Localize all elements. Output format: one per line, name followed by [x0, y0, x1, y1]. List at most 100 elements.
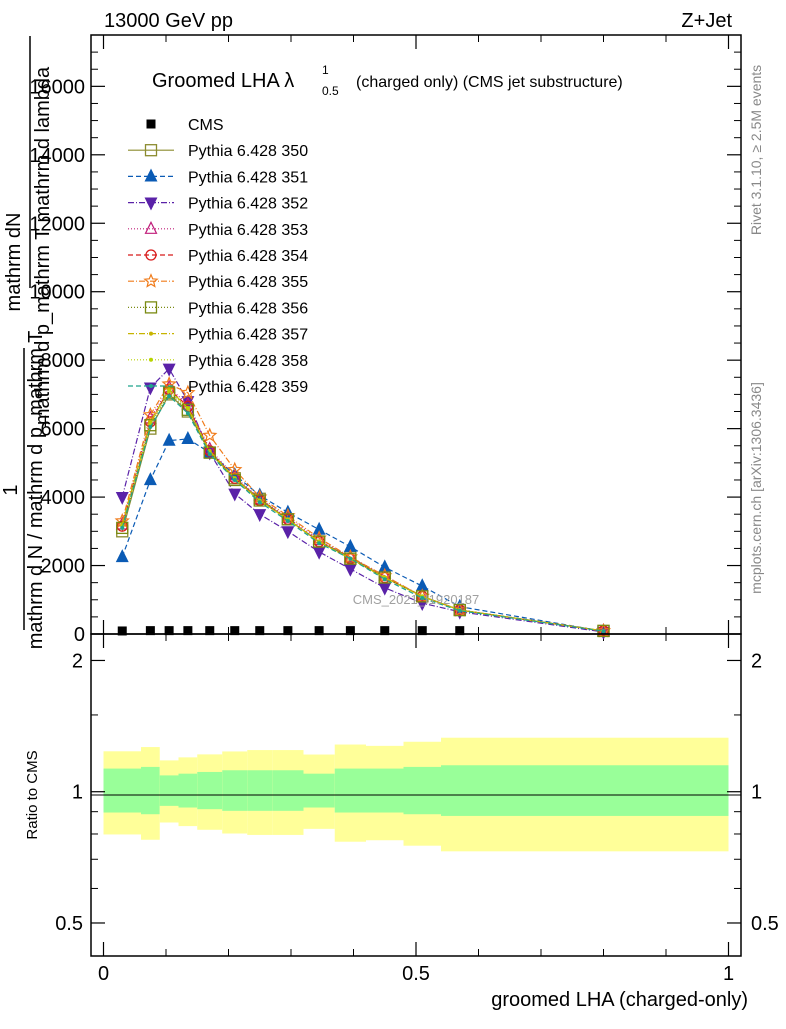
- series-point: [281, 526, 295, 540]
- series-point: [601, 629, 606, 634]
- legend-label: Pythia 6.428 354: [188, 248, 308, 265]
- series-line: [121, 395, 604, 632]
- ratio-band-inner-bin: [403, 766, 441, 815]
- cms-data-point: [117, 626, 127, 636]
- legend-label: Pythia 6.428 355: [188, 274, 308, 291]
- ratio-band-inner-bin: [441, 765, 479, 816]
- x-tick-label: 0: [98, 963, 109, 985]
- series-point: [115, 549, 129, 563]
- cms-data-point: [145, 626, 155, 636]
- y-tick-label: 0: [74, 624, 85, 646]
- title-subscript: 0.5: [322, 84, 339, 98]
- cms-data-points: [117, 626, 465, 636]
- cms-data-point: [164, 626, 174, 636]
- legend: CMS Pythia 6.428 350 Pythia 6.428 351 Pythi…: [128, 117, 308, 396]
- x-tick-label: 1: [723, 963, 734, 985]
- mc-curves: [114, 363, 612, 640]
- series-point: [148, 424, 153, 429]
- cms-data-point: [314, 626, 324, 636]
- series-point: [253, 494, 266, 507]
- legend-marker: [144, 301, 158, 314]
- y-tick-label: 6000: [41, 419, 86, 441]
- cms-data-point: [417, 626, 427, 636]
- series-point: [207, 452, 212, 457]
- series-point: [281, 513, 295, 526]
- ratio-tick-label: 1: [72, 782, 83, 804]
- series-point: [457, 608, 462, 613]
- series-point: [317, 541, 322, 546]
- ratio-band-inner-bin: [159, 775, 179, 806]
- ylabel-line3: mathrm d N / mathrm d p_mathrm T: [25, 331, 47, 650]
- series-point: [162, 363, 176, 377]
- ratio-band-inner-bin: [141, 766, 160, 815]
- ratio-band-inner-bin: [272, 770, 304, 811]
- ratio-band-inner-bin: [222, 770, 248, 811]
- cms-data-point: [205, 626, 215, 636]
- legend-marker: [143, 273, 159, 288]
- series-point: [232, 477, 237, 482]
- mcplots-label: mcplots.cern.ch [arXiv:1306.3436]: [748, 382, 764, 594]
- ratio-band-inner-bin: [334, 768, 366, 813]
- series-point: [348, 556, 353, 561]
- ratio-band-inner-bin: [303, 773, 335, 808]
- x-tick-label: 0.5: [402, 963, 430, 985]
- series-point: [120, 525, 125, 530]
- legend-marker: [144, 220, 158, 234]
- cms-data-point: [230, 626, 240, 636]
- series-point: [162, 386, 176, 399]
- ratio-tick-label: 0.5: [55, 913, 83, 935]
- series-point: [144, 419, 157, 432]
- series-point: [382, 577, 387, 582]
- ylabel-one: 1: [0, 484, 22, 495]
- legend-label: Pythia 6.428 359: [188, 379, 308, 396]
- legend-marker: [144, 168, 158, 182]
- legend-label: Pythia 6.428 350: [188, 143, 308, 160]
- legend-label: CMS: [188, 117, 224, 134]
- analysis-watermark: CMS_2021_I1920187: [353, 592, 480, 607]
- series-point: [597, 624, 610, 638]
- header-energy: 13000 GeV pp: [104, 10, 233, 32]
- title-main: Groomed LHA λ: [152, 70, 294, 92]
- ratio-tick-label-right: 1: [751, 782, 762, 804]
- ratio-band-inner-bin: [247, 770, 273, 811]
- series-point: [167, 388, 172, 393]
- legend-label: Pythia 6.428 352: [188, 196, 308, 213]
- legend-marker: [144, 144, 158, 157]
- rivet-label: Rivet 3.1.10, ≥ 2.5M events: [748, 65, 764, 235]
- ratio-tick-label: 2: [72, 650, 83, 672]
- chart-title: Groomed LHA λ 1 0.5 (charged only) (CMS …: [152, 63, 623, 98]
- cms-data-point: [183, 626, 193, 636]
- series-point: [185, 406, 190, 411]
- series-point: [228, 488, 242, 502]
- series-point: [285, 519, 290, 524]
- ratio-tick-label-right: 0.5: [751, 913, 779, 935]
- legend-label: Pythia 6.428 353: [188, 222, 308, 239]
- series-point: [453, 603, 466, 617]
- series-point: [416, 590, 429, 603]
- y-tick-label: 14000: [29, 145, 85, 167]
- series-point: [420, 596, 425, 601]
- title-superscript: 1: [322, 63, 329, 77]
- series-point: [181, 403, 195, 416]
- series-point: [227, 461, 243, 477]
- series-point: [167, 394, 172, 399]
- legend-marker: [149, 331, 153, 336]
- series-line: [121, 367, 604, 633]
- y-tick-label: 12000: [29, 213, 85, 235]
- y-tick-label: 8000: [41, 350, 86, 372]
- series-point: [257, 500, 262, 505]
- series-point: [312, 535, 326, 548]
- legend-label: Pythia 6.428 351: [188, 169, 308, 186]
- ratio-tick-label-right: 2: [751, 650, 762, 672]
- series-point: [253, 509, 267, 523]
- series-point: [203, 446, 216, 459]
- ratio-panel-frame: [90, 633, 742, 957]
- ratio-band-inner-bin: [197, 771, 223, 810]
- series-point: [143, 472, 157, 486]
- ratio-band-inner-bin: [103, 768, 141, 813]
- legend-marker: [146, 119, 156, 129]
- series-point: [202, 427, 218, 442]
- header-process: Z+Jet: [681, 10, 732, 32]
